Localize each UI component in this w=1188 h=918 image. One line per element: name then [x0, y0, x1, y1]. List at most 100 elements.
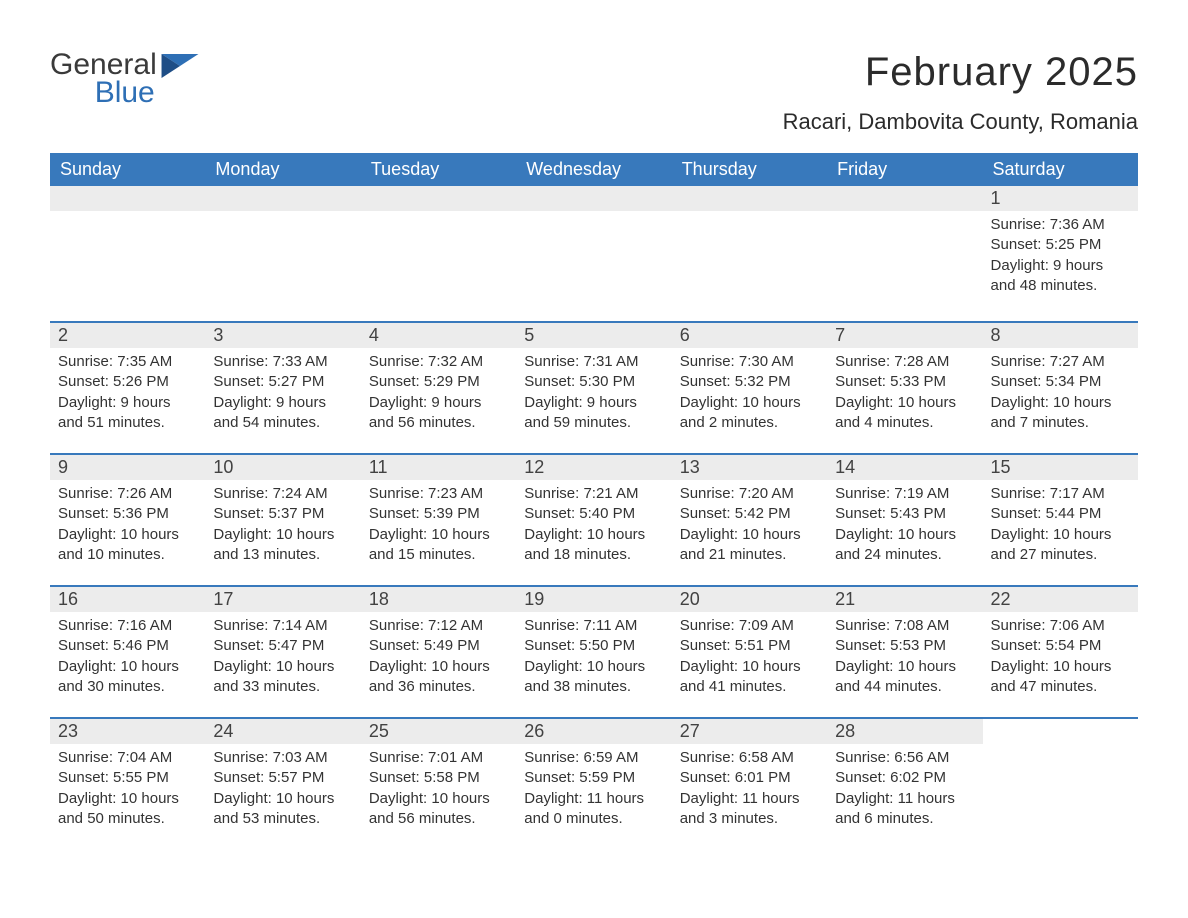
daylight1-line: Daylight: 11 hours [524, 789, 663, 809]
daylight2-line: and 54 minutes. [213, 413, 352, 433]
daylight2-line: and 10 minutes. [58, 545, 197, 565]
daylight1-line: Daylight: 10 hours [369, 525, 508, 545]
sunset-line: Sunset: 5:49 PM [369, 636, 508, 656]
day-details: Sunrise: 7:04 AMSunset: 5:55 PMDaylight:… [50, 744, 205, 829]
sunrise-line: Sunrise: 7:16 AM [58, 616, 197, 636]
calendar-table: Sunday Monday Tuesday Wednesday Thursday… [50, 153, 1138, 837]
day-details: Sunrise: 7:19 AMSunset: 5:43 PMDaylight:… [827, 480, 982, 565]
daylight2-line: and 44 minutes. [835, 677, 974, 697]
calendar-cell: 11Sunrise: 7:23 AMSunset: 5:39 PMDayligh… [361, 441, 516, 573]
sunset-line: Sunset: 5:44 PM [991, 504, 1130, 524]
header-sunday: Sunday [50, 153, 205, 186]
calendar-cell: 8Sunrise: 7:27 AMSunset: 5:34 PMDaylight… [983, 309, 1138, 441]
calendar-cell: 27Sunrise: 6:58 AMSunset: 6:01 PMDayligh… [672, 705, 827, 837]
day-number: 24 [205, 719, 360, 744]
calendar-cell: 2Sunrise: 7:35 AMSunset: 5:26 PMDaylight… [50, 309, 205, 441]
daylight1-line: Daylight: 9 hours [58, 393, 197, 413]
calendar-cell [516, 186, 671, 309]
sunset-line: Sunset: 5:50 PM [524, 636, 663, 656]
sunset-line: Sunset: 5:26 PM [58, 372, 197, 392]
daylight1-line: Daylight: 10 hours [369, 657, 508, 677]
calendar-cell: 15Sunrise: 7:17 AMSunset: 5:44 PMDayligh… [983, 441, 1138, 573]
flag-icon [161, 54, 199, 78]
header-friday: Friday [827, 153, 982, 186]
day-details: Sunrise: 7:20 AMSunset: 5:42 PMDaylight:… [672, 480, 827, 565]
title-block: February 2025 Racari, Dambovita County, … [783, 50, 1138, 135]
day-number: 11 [361, 455, 516, 480]
calendar-cell: 10Sunrise: 7:24 AMSunset: 5:37 PMDayligh… [205, 441, 360, 573]
day-number: 9 [50, 455, 205, 480]
sunrise-line: Sunrise: 7:31 AM [524, 352, 663, 372]
daylight2-line: and 2 minutes. [680, 413, 819, 433]
sunset-line: Sunset: 5:37 PM [213, 504, 352, 524]
daylight2-line: and 33 minutes. [213, 677, 352, 697]
day-header-row: Sunday Monday Tuesday Wednesday Thursday… [50, 153, 1138, 186]
calendar-cell [50, 186, 205, 309]
daylight1-line: Daylight: 9 hours [991, 256, 1130, 276]
daylight2-line: and 50 minutes. [58, 809, 197, 829]
daylight1-line: Daylight: 10 hours [991, 657, 1130, 677]
sunrise-line: Sunrise: 7:06 AM [991, 616, 1130, 636]
sunrise-line: Sunrise: 7:11 AM [524, 616, 663, 636]
sunrise-line: Sunrise: 7:27 AM [991, 352, 1130, 372]
sunset-line: Sunset: 6:02 PM [835, 768, 974, 788]
calendar-cell: 28Sunrise: 6:56 AMSunset: 6:02 PMDayligh… [827, 705, 982, 837]
daylight2-line: and 4 minutes. [835, 413, 974, 433]
calendar-week: 23Sunrise: 7:04 AMSunset: 5:55 PMDayligh… [50, 705, 1138, 837]
calendar-cell: 1Sunrise: 7:36 AMSunset: 5:25 PMDaylight… [983, 186, 1138, 309]
sunset-line: Sunset: 5:58 PM [369, 768, 508, 788]
day-details: Sunrise: 7:21 AMSunset: 5:40 PMDaylight:… [516, 480, 671, 565]
calendar-cell: 12Sunrise: 7:21 AMSunset: 5:40 PMDayligh… [516, 441, 671, 573]
sunrise-line: Sunrise: 7:23 AM [369, 484, 508, 504]
day-details: Sunrise: 6:59 AMSunset: 5:59 PMDaylight:… [516, 744, 671, 829]
daylight1-line: Daylight: 9 hours [213, 393, 352, 413]
day-details: Sunrise: 7:11 AMSunset: 5:50 PMDaylight:… [516, 612, 671, 697]
header-monday: Monday [205, 153, 360, 186]
calendar-cell: 4Sunrise: 7:32 AMSunset: 5:29 PMDaylight… [361, 309, 516, 441]
daylight1-line: Daylight: 10 hours [524, 525, 663, 545]
calendar-cell: 13Sunrise: 7:20 AMSunset: 5:42 PMDayligh… [672, 441, 827, 573]
daylight1-line: Daylight: 11 hours [835, 789, 974, 809]
daylight1-line: Daylight: 10 hours [58, 657, 197, 677]
sunset-line: Sunset: 5:30 PM [524, 372, 663, 392]
brand-word2: Blue [50, 78, 157, 108]
sunrise-line: Sunrise: 6:59 AM [524, 748, 663, 768]
sunrise-line: Sunrise: 7:03 AM [213, 748, 352, 768]
sunrise-line: Sunrise: 7:28 AM [835, 352, 974, 372]
calendar-cell: 21Sunrise: 7:08 AMSunset: 5:53 PMDayligh… [827, 573, 982, 705]
daylight2-line: and 51 minutes. [58, 413, 197, 433]
calendar-week: 2Sunrise: 7:35 AMSunset: 5:26 PMDaylight… [50, 309, 1138, 441]
calendar-cell: 9Sunrise: 7:26 AMSunset: 5:36 PMDaylight… [50, 441, 205, 573]
daylight1-line: Daylight: 10 hours [680, 525, 819, 545]
day-details: Sunrise: 7:01 AMSunset: 5:58 PMDaylight:… [361, 744, 516, 829]
sunrise-line: Sunrise: 7:36 AM [991, 215, 1130, 235]
day-number: 20 [672, 587, 827, 612]
daylight2-line: and 15 minutes. [369, 545, 508, 565]
day-number: 12 [516, 455, 671, 480]
daylight1-line: Daylight: 9 hours [369, 393, 508, 413]
day-number [827, 186, 982, 211]
sunrise-line: Sunrise: 7:19 AM [835, 484, 974, 504]
day-number: 19 [516, 587, 671, 612]
sunrise-line: Sunrise: 7:17 AM [991, 484, 1130, 504]
calendar-cell: 5Sunrise: 7:31 AMSunset: 5:30 PMDaylight… [516, 309, 671, 441]
daylight2-line: and 18 minutes. [524, 545, 663, 565]
calendar-cell: 19Sunrise: 7:11 AMSunset: 5:50 PMDayligh… [516, 573, 671, 705]
calendar-cell: 3Sunrise: 7:33 AMSunset: 5:27 PMDaylight… [205, 309, 360, 441]
day-number: 22 [983, 587, 1138, 612]
calendar-cell: 20Sunrise: 7:09 AMSunset: 5:51 PMDayligh… [672, 573, 827, 705]
daylight2-line: and 36 minutes. [369, 677, 508, 697]
day-number: 23 [50, 719, 205, 744]
day-number: 1 [983, 186, 1138, 211]
calendar-cell: 17Sunrise: 7:14 AMSunset: 5:47 PMDayligh… [205, 573, 360, 705]
daylight2-line: and 48 minutes. [991, 276, 1130, 296]
sunrise-line: Sunrise: 7:33 AM [213, 352, 352, 372]
day-details: Sunrise: 6:58 AMSunset: 6:01 PMDaylight:… [672, 744, 827, 829]
day-details: Sunrise: 7:33 AMSunset: 5:27 PMDaylight:… [205, 348, 360, 433]
sunset-line: Sunset: 5:47 PM [213, 636, 352, 656]
calendar-cell: 24Sunrise: 7:03 AMSunset: 5:57 PMDayligh… [205, 705, 360, 837]
daylight2-line: and 27 minutes. [991, 545, 1130, 565]
day-details: Sunrise: 7:06 AMSunset: 5:54 PMDaylight:… [983, 612, 1138, 697]
brand-logo: General Blue [50, 50, 199, 108]
day-number: 18 [361, 587, 516, 612]
